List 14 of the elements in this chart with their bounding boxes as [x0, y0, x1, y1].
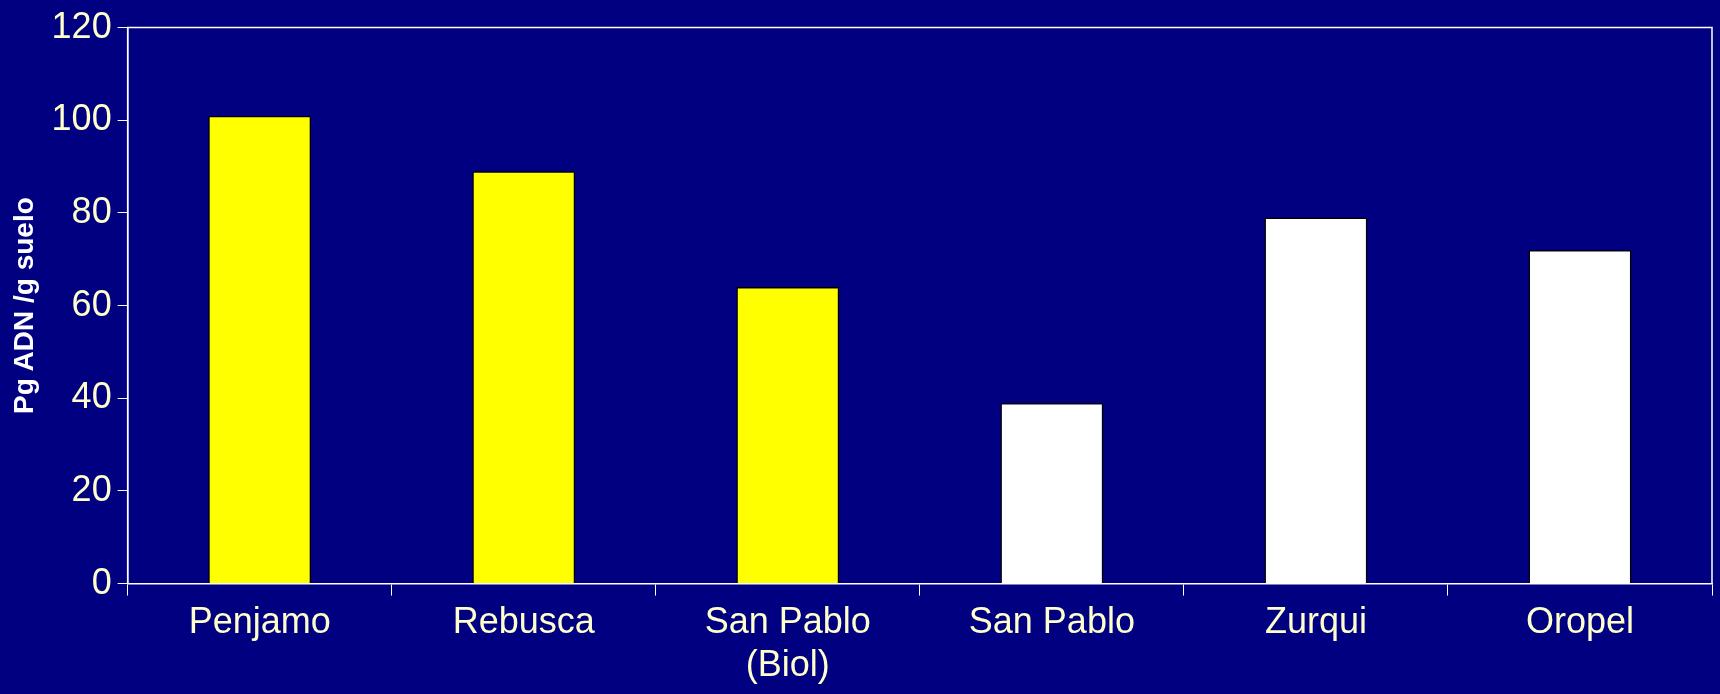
x-tick-label: Rebusca [452, 600, 596, 642]
y-tick-label: 60 [71, 282, 112, 324]
x-tick-label: Penjamo [188, 600, 331, 642]
y-axis-title: Pg ADN /g suelo [7, 197, 39, 414]
y-tick-label: 80 [71, 189, 112, 231]
x-tick-label: Zurqui [1264, 600, 1367, 642]
x-tick-label: Oropel [1525, 600, 1634, 642]
y-tick-label: 100 [51, 97, 112, 139]
y-tick-label: 0 [91, 560, 112, 602]
y-tick-label: 120 [51, 4, 112, 46]
y-tick-label: 40 [71, 375, 112, 417]
x-tick-label: San Pablo (Biol) [704, 600, 871, 685]
y-tick-label: 20 [71, 467, 112, 509]
x-tick-label: San Pablo [968, 600, 1135, 642]
